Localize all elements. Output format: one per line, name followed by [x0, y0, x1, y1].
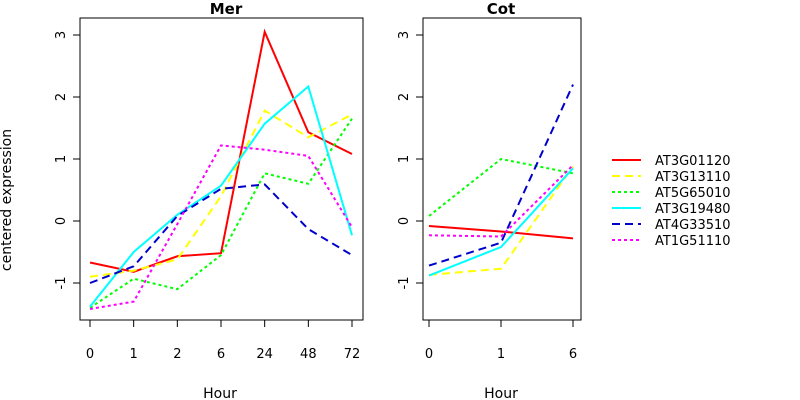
series-line-mer-at1g51110 [89, 144, 353, 310]
x-tick-label-mer: 1 [130, 347, 138, 362]
y-tick-label-mer: 3 [54, 31, 69, 39]
y-tick-label-mer: 1 [54, 155, 69, 163]
panel-cot: Cot Hour 0 1 6 -1 0 1 2 3 [397, 0, 582, 400]
x-tick-label-cot: 6 [569, 347, 577, 362]
legend-label-at3g19480: AT3G19480 [655, 202, 731, 217]
panel-mer: Mer Hour 0 1 2 6 24 48 72 -1 0 1 2 3 [54, 0, 364, 400]
legend-label-at3g01120: AT3G01120 [655, 154, 731, 169]
legend-label-at3g13110: AT3G13110 [655, 170, 731, 185]
y-axis-label: centered expression [0, 129, 15, 271]
y-tick-label-mer: 2 [54, 93, 69, 101]
plot-frame-cot [422, 17, 582, 321]
series-line-cot-at1g51110 [428, 164, 574, 238]
x-tick-label-cot: 1 [497, 347, 505, 362]
x-tick-label-cot: 0 [425, 347, 433, 362]
series-line-cot-at3g01120 [428, 225, 574, 240]
series-line-mer-at3g01120 [89, 28, 353, 273]
y-tick-label-cot: 1 [397, 155, 412, 163]
x-tick-label-mer: 2 [173, 347, 181, 362]
legend-label-at4g33510: AT4G33510 [655, 218, 731, 233]
y-tick-label-cot: 0 [397, 217, 412, 225]
series-line-mer-at3g13110 [89, 109, 353, 278]
series-line-cot-at5g65010 [428, 157, 574, 217]
y-tick-label-cot: 2 [397, 93, 412, 101]
panel-cot-x-axis-label: Hour [484, 386, 518, 400]
series-line-mer-at3g19480 [89, 84, 353, 308]
panel-mer-x-axis-label: Hour [203, 386, 237, 400]
y-tick-label-cot: 3 [397, 31, 412, 39]
x-tick-label-mer: 6 [217, 347, 225, 362]
y-tick-label-mer: -1 [54, 277, 69, 290]
legend: AT3G01120AT3G13110AT5G65010AT3G19480AT4G… [612, 154, 731, 249]
y-tick-label-cot: -1 [397, 277, 412, 290]
panel-mer-title: Mer [210, 0, 243, 18]
plot-frame-mer [79, 17, 364, 321]
x-tick-label-mer: 24 [256, 347, 273, 362]
legend-label-at5g65010: AT5G65010 [655, 186, 731, 201]
series-line-cot-at3g13110 [428, 165, 574, 276]
x-tick-label-mer: 72 [344, 347, 361, 362]
series-line-cot-at4g33510 [428, 84, 574, 267]
series-line-cot-at3g19480 [428, 167, 574, 277]
y-tick-label-mer: 0 [54, 217, 69, 225]
legend-label-at1g51110: AT1G51110 [655, 234, 731, 249]
series-line-mer-at4g33510 [89, 183, 353, 284]
series-line-mer-at5g65010 [89, 118, 353, 309]
panel-cot-title: Cot [487, 0, 515, 18]
x-tick-label-mer: 0 [86, 347, 94, 362]
x-tick-label-mer: 48 [300, 347, 317, 362]
